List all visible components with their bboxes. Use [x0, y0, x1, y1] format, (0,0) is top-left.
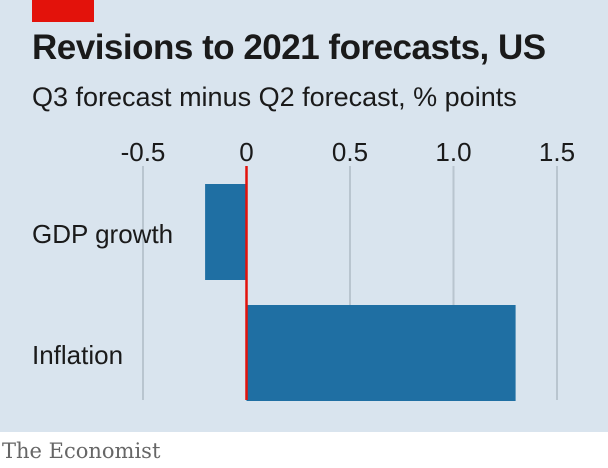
x-tick-label: 1.0 — [435, 137, 471, 167]
x-tick-label: -0.5 — [121, 137, 166, 167]
chart-panel: Revisions to 2021 forecasts, US Q3 forec… — [0, 0, 608, 432]
x-tick-label: 0.5 — [332, 137, 368, 167]
brand-tag — [32, 0, 94, 22]
chart-title: Revisions to 2021 forecasts, US — [32, 28, 546, 67]
chart-subtitle: Q3 forecast minus Q2 forecast, % points — [32, 82, 517, 112]
category-label: GDP growth — [32, 219, 173, 249]
category-label: Inflation — [32, 340, 123, 370]
x-tick-label: 1.5 — [539, 137, 575, 167]
source-credit: The Economist — [2, 439, 161, 463]
bar — [205, 184, 247, 280]
x-tick-label: 0 — [239, 137, 253, 167]
bar-chart: -0.5 0 0.5 1.0 1.5 GDP growth Inflation — [32, 137, 575, 401]
bar — [246, 305, 516, 401]
